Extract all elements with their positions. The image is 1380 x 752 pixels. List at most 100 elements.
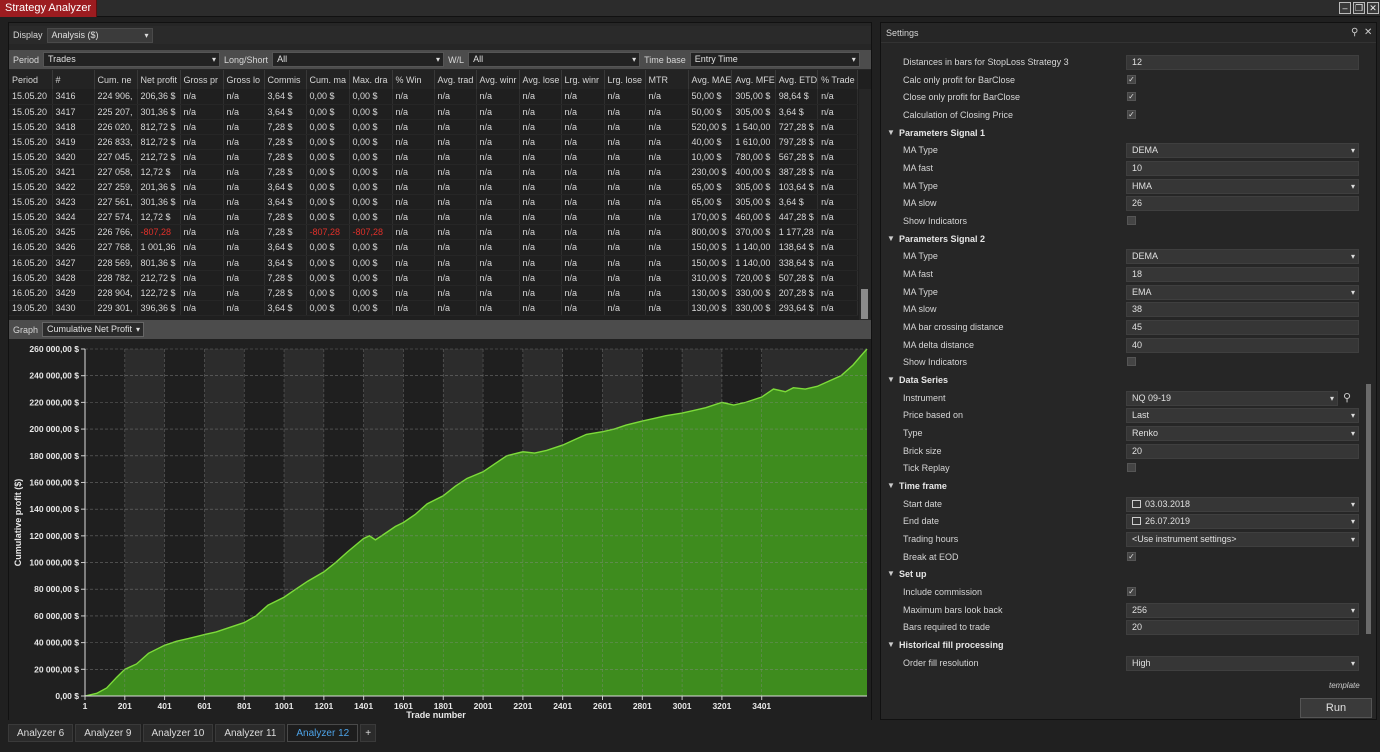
table-scrollbar-thumb[interactable] (861, 289, 868, 319)
wl-select[interactable]: All ▾ (468, 52, 641, 67)
section-parameters-signal-1[interactable]: ▼ Parameters Signal 1 (881, 125, 1361, 142)
minimize-icon[interactable]: – (1339, 2, 1351, 14)
column-header[interactable]: Max. dra (349, 70, 393, 89)
column-header[interactable]: Lrg. winr (561, 70, 605, 89)
search-icon[interactable]: ⚲ (1343, 391, 1352, 404)
collapse-triangle-icon[interactable]: ▼ (887, 233, 895, 243)
setting-input[interactable]: 38 (1126, 302, 1359, 318)
setting-select[interactable]: HMA ▾ (1126, 178, 1359, 194)
column-header[interactable]: # (52, 70, 95, 89)
column-header[interactable]: MTR (645, 70, 689, 89)
table-row[interactable]: 15.05.20 3420 227 045, 212,72 $ n/a n/a 7,28 $… (9, 149, 859, 165)
setting-input[interactable]: 12 (1126, 55, 1359, 70)
setting-checkbox[interactable] (1127, 357, 1136, 367)
setting-input[interactable]: 20 (1126, 443, 1359, 459)
collapse-triangle-icon[interactable]: ▼ (887, 481, 895, 491)
column-header[interactable]: Avg. MAE (688, 70, 733, 89)
column-header[interactable]: Avg. winr (476, 70, 520, 89)
run-button[interactable]: Run (1300, 698, 1372, 718)
setting-select[interactable]: 256 ▾ (1126, 602, 1359, 618)
setting-select[interactable]: NQ 09-19 ▾ (1126, 390, 1338, 406)
table-row[interactable]: 15.05.20 3424 227 574, 12,72 $ n/a n/a 7,28 $0… (9, 209, 859, 226)
setting-input[interactable]: 45 (1126, 320, 1359, 336)
graph-select[interactable]: Cumulative Net Profit ▾ (42, 322, 145, 337)
section-data-series[interactable]: ▼ Data Series (881, 372, 1361, 389)
column-header[interactable]: Net profit (137, 70, 181, 89)
table-row[interactable]: 15.05.20 3423 227 561, 301,36 $ n/a n/a 3,64 $… (9, 194, 859, 211)
table-row[interactable]: 15.05.20 3416 224 906, 206,36 $ n/a n/a 3,64 $… (9, 89, 859, 105)
collapse-triangle-icon[interactable]: ▼ (887, 640, 895, 650)
column-header[interactable]: Commis (264, 70, 307, 89)
tab-analyzer-6[interactable]: Analyzer 6 (8, 724, 74, 742)
setting-select[interactable]: High ▾ (1126, 655, 1359, 671)
section-set-up[interactable]: ▼ Set up (881, 566, 1361, 583)
column-header[interactable]: Lrg. lose (604, 70, 646, 89)
pin-icon[interactable]: ⚲ (1351, 27, 1359, 38)
close-icon[interactable]: ✕ (1364, 27, 1373, 38)
column-header[interactable]: % Trade (817, 70, 859, 89)
period-select[interactable]: Trades ▾ (43, 52, 221, 67)
setting-input[interactable]: 10 (1126, 161, 1359, 177)
section-time-frame[interactable]: ▼ Time frame (881, 478, 1361, 495)
column-header[interactable]: Avg. trad (434, 70, 477, 89)
tab-analyzer-12[interactable]: Analyzer 12 (287, 724, 359, 742)
setting-select[interactable]: EMA ▾ (1126, 284, 1359, 300)
table-row[interactable]: 16.05.20 3429 228 904, 122,72 $ n/a n/a 7,28 $… (9, 285, 859, 301)
tab-analyzer-11[interactable]: Analyzer 11 (215, 724, 286, 742)
column-header[interactable]: % Win (392, 70, 435, 89)
column-header[interactable]: Period (9, 70, 53, 89)
section-historical-fill-processing[interactable]: ▼ Historical fill processing (881, 637, 1361, 654)
collapse-triangle-icon[interactable]: ▼ (887, 375, 895, 385)
setting-input[interactable]: 26 (1126, 196, 1359, 212)
table-row[interactable]: 15.05.20 3421 227 058, 12,72 $ n/a n/a 7,28 $0… (9, 164, 859, 181)
table-row[interactable]: 16.05.20 3426 227 768, 1 001,36 n/a n/a 3,64 $… (9, 239, 859, 256)
display-select[interactable]: Analysis ($) ▾ (46, 27, 153, 43)
settings-scrollbar[interactable] (1364, 44, 1374, 692)
template-link[interactable]: template (1329, 681, 1360, 690)
tab-analyzer-9[interactable]: Analyzer 9 (75, 724, 141, 742)
timebase-select[interactable]: Entry Time ▾ (689, 52, 860, 67)
setting-select[interactable]: DEMA ▾ (1126, 249, 1359, 265)
column-header[interactable]: Avg. lose (519, 70, 562, 89)
setting-checkbox[interactable] (1127, 463, 1136, 473)
longshort-select[interactable]: All ▾ (272, 52, 445, 67)
table-row[interactable]: 15.05.20 3418 226 020, 812,72 $ n/a n/a 7,28 $… (9, 119, 859, 135)
table-row[interactable]: 15.05.20 3417 225 207, 301,36 $ n/a n/a 3,64 $… (9, 104, 859, 120)
setting-checkbox[interactable]: ✓ (1127, 74, 1136, 84)
tab-analyzer-10[interactable]: Analyzer 10 (142, 724, 214, 742)
column-header[interactable]: Cum. ma (306, 70, 350, 89)
setting-select[interactable]: DEMA ▾ (1126, 143, 1359, 159)
collapse-triangle-icon[interactable]: ▼ (887, 127, 895, 137)
setting-checkbox[interactable]: ✓ (1127, 92, 1136, 102)
setting-select[interactable]: Last ▾ (1126, 408, 1359, 424)
table-row[interactable]: 16.05.20 3428 228 782, 212,72 $ n/a n/a 7,28 $… (9, 270, 859, 286)
table-scrollbar[interactable] (859, 89, 871, 337)
setting-input[interactable]: 20 (1126, 620, 1359, 636)
setting-input[interactable]: 40 (1126, 337, 1359, 353)
setting-select[interactable]: Renko ▾ (1126, 426, 1359, 442)
column-header[interactable]: Gross pr (180, 70, 224, 89)
settings-scrollbar-thumb[interactable] (1366, 384, 1371, 634)
collapse-triangle-icon[interactable]: ▼ (887, 569, 895, 579)
setting-select[interactable]: 26.07.2019 ▾ (1126, 514, 1359, 530)
add-tab-button[interactable]: + (360, 724, 377, 742)
setting-select[interactable]: 03.03.2018 ▾ (1126, 496, 1359, 512)
setting-checkbox[interactable]: ✓ (1127, 110, 1136, 119)
section-parameters-signal-2[interactable]: ▼ Parameters Signal 2 (881, 231, 1361, 248)
setting-input[interactable]: 18 (1126, 267, 1359, 283)
close-icon[interactable]: ✕ (1367, 2, 1379, 14)
table-row[interactable]: 15.05.20 3422 227 259, 201,36 $ n/a n/a 3,64 $… (9, 179, 859, 196)
setting-checkbox[interactable]: ✓ (1127, 587, 1136, 597)
column-header[interactable]: Avg. MFE (731, 70, 776, 89)
restore-icon[interactable]: ❐ (1353, 2, 1365, 14)
column-header[interactable]: Cum. ne (94, 70, 138, 89)
table-row[interactable]: 16.05.20 3425 226 766, -807,28 n/a n/a 7,28 $ -… (9, 224, 859, 241)
setting-checkbox[interactable] (1127, 216, 1136, 226)
column-header[interactable]: Avg. ETD (775, 70, 819, 89)
setting-checkbox[interactable]: ✓ (1127, 551, 1136, 561)
column-header[interactable]: Gross lo (223, 70, 265, 89)
setting-select[interactable]: <Use instrument settings> ▾ (1126, 532, 1359, 548)
table-row[interactable]: 15.05.20 3419 226 833, 812,72 $ n/a n/a 7,28 $… (9, 134, 859, 150)
table-row[interactable]: 16.05.20 3427 228 569, 801,36 $ n/a n/a 3,64 $… (9, 255, 859, 271)
table-row[interactable]: 19.05.20 3430 229 301, 396,36 $ n/a n/a 3,64 $… (9, 300, 859, 316)
